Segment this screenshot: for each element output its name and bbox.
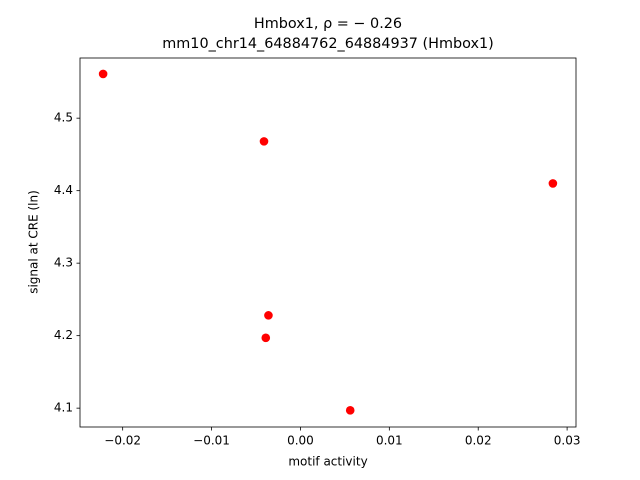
chart-title: Hmbox1, ρ = − 0.26 [254, 16, 402, 32]
point [345, 406, 355, 415]
point [259, 137, 269, 146]
x-axis-label: motif activity [288, 455, 367, 469]
chart-subtitle: mm10_chr14_64884762_64884937 (Hmbox1) [162, 36, 494, 52]
x-tick-label: 0.02 [465, 434, 492, 448]
y-tick-label: 4.1 [54, 401, 73, 415]
point [98, 69, 108, 79]
x-tick-label: 0.01 [376, 434, 403, 448]
point [548, 179, 558, 188]
x-tick-label: −0.02 [104, 434, 141, 448]
y-tick-label: 4.4 [54, 183, 73, 197]
y-tick-label: 4.3 [54, 256, 73, 270]
x-tick-label: −0.01 [193, 434, 230, 448]
x-tick-label: 0.03 [554, 434, 581, 448]
point [261, 333, 271, 343]
point [264, 311, 273, 320]
y-tick-label: 4.2 [54, 328, 73, 342]
x-tick-label: 0.00 [287, 434, 314, 448]
y-axis-label: signal at CRE (ln) [27, 190, 41, 294]
plot-frame [79, 57, 577, 428]
y-tick-label: 4.5 [54, 111, 73, 125]
